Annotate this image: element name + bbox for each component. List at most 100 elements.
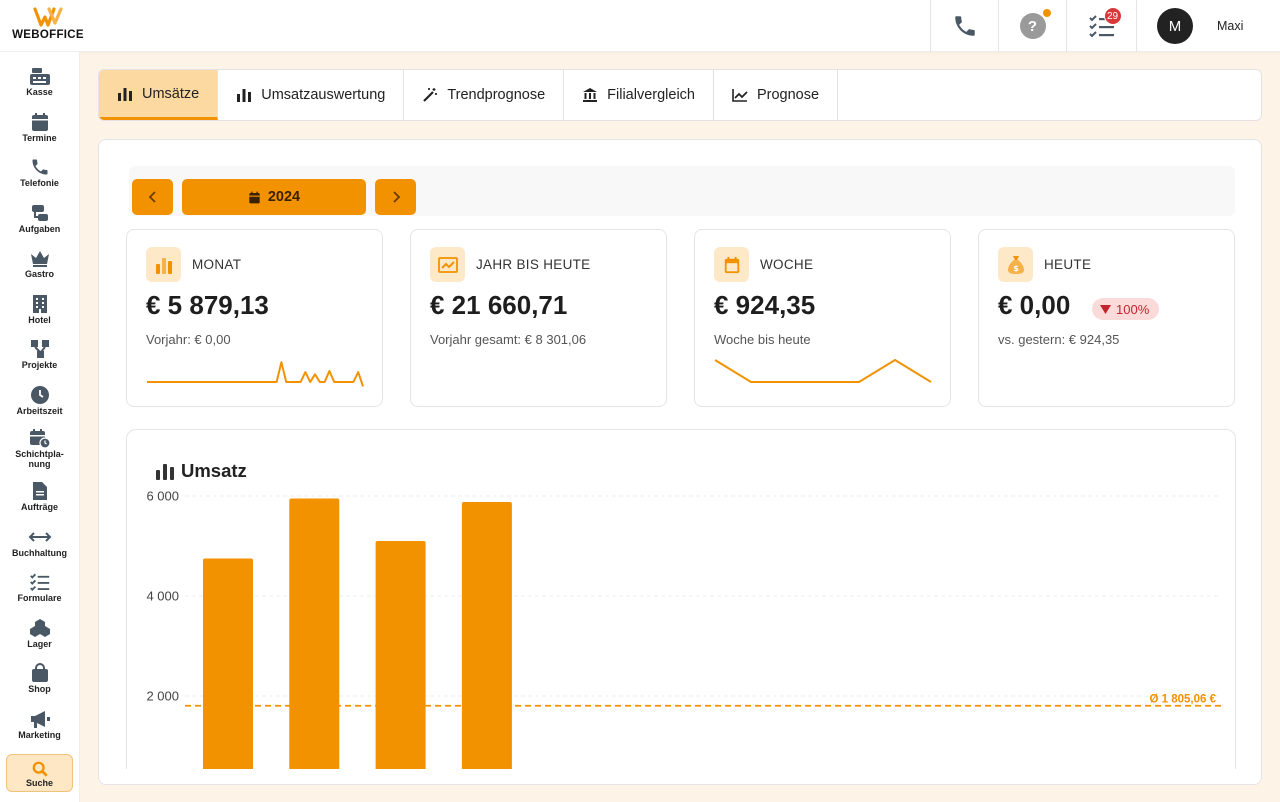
sidebar-item-formulare[interactable]: Formulare (6, 572, 73, 603)
sidebar: Kasse Termine Telefonie Aufgaben Gastro … (0, 52, 80, 802)
previous-year-button[interactable] (132, 179, 173, 215)
change-badge: 100% (1092, 298, 1160, 320)
document-icon (32, 482, 47, 500)
bar-chart-icon (237, 89, 252, 102)
card-value: € 924,35 (714, 290, 816, 320)
tab-trendprognose[interactable]: Trendprognose (404, 70, 565, 120)
chevron-right-icon (392, 191, 400, 203)
crown-icon (30, 251, 49, 267)
sidebar-item-telefonie[interactable]: Telefonie (6, 157, 73, 188)
building-icon (32, 295, 47, 313)
notification-dot (1042, 9, 1051, 17)
bar[interactable] (375, 541, 426, 769)
average-label: Ø 1 805,06 € (1150, 694, 1217, 706)
sidebar-item-shop[interactable]: Shop (6, 663, 73, 694)
logo-mark-icon (33, 7, 63, 27)
y-tick-label: 4 000 (146, 589, 179, 604)
tasks-button[interactable]: 29 (1066, 0, 1136, 52)
tab-filialvergleich[interactable]: Filialvergleich (564, 70, 714, 120)
month-sparkline (147, 361, 364, 387)
user-name: Maxi (1217, 19, 1244, 33)
card-jahr-bis-heute: JAHR BIS HEUTE € 21 660,71 Vorjahr gesam… (410, 229, 667, 407)
help-icon: ? (1019, 9, 1051, 39)
tab-prognose[interactable]: Prognose (714, 70, 839, 120)
sidebar-item-marketing[interactable]: Marketing (6, 709, 73, 740)
register-icon (29, 68, 50, 85)
bar[interactable] (289, 498, 340, 770)
revenue-chart-card: 2 000 4 000 6 000 Ø 1 805,06 € Umsatz (126, 429, 1236, 769)
sidebar-item-hotel[interactable]: Hotel (6, 294, 73, 325)
app-logo[interactable]: WEBOFFICE (8, 6, 88, 46)
card-title: JAHR BIS HEUTE (476, 257, 591, 272)
sidebar-item-lager[interactable]: Lager (6, 618, 73, 649)
sidebar-item-projekte[interactable]: Projekte (6, 339, 73, 370)
brand-name: WEBOFFICE (12, 29, 84, 41)
sparkline-path (147, 361, 364, 387)
chevron-left-icon (148, 191, 156, 203)
revenue-bar-chart: 2 000 4 000 6 000 Ø 1 805,06 € (146, 489, 1221, 770)
y-tick-label: 2 000 (146, 689, 179, 704)
sidebar-item-kasse[interactable]: Kasse (6, 66, 73, 97)
trend-chart-icon (732, 89, 748, 102)
checklist-icon (29, 573, 49, 591)
money-bag-icon: $ (998, 247, 1033, 282)
card-subtitle: vs. gestern: € 924,35 (998, 332, 1120, 347)
selected-year: 2024 (267, 189, 301, 205)
bank-icon (583, 88, 598, 102)
search-icon (32, 761, 48, 777)
boxes-icon (29, 619, 50, 637)
card-title: HEUTE (1044, 257, 1092, 272)
avatar: M (1157, 8, 1193, 44)
sidebar-item-termine[interactable]: Termine (6, 112, 73, 143)
year-picker-button[interactable]: 2024 (182, 179, 366, 215)
sidebar-item-aufgaben[interactable]: Aufgaben (6, 203, 73, 234)
card-value: € 5 879,13 (146, 290, 269, 320)
card-woche: WOCHE € 924,35 Woche bis heute (694, 229, 951, 407)
calendar-icon (714, 247, 749, 282)
card-heute: $ HEUTE € 0,00 100% vs. gestern: € 924,3… (978, 229, 1235, 407)
sidebar-item-buchhaltung[interactable]: Buchhaltung (6, 527, 73, 558)
phone-button[interactable] (930, 0, 998, 52)
next-year-button[interactable] (375, 179, 416, 215)
help-button[interactable]: ? (998, 0, 1066, 52)
bar[interactable] (203, 558, 253, 770)
bar[interactable] (461, 502, 512, 769)
card-subtitle: Vorjahr: € 0,00 (146, 332, 231, 347)
card-value: € 0,00 (998, 290, 1071, 320)
magic-wand-icon (423, 88, 438, 102)
svg-text:$: $ (1013, 264, 1019, 273)
sidebar-item-auftraege[interactable]: Aufträge (6, 481, 73, 512)
bag-icon (31, 663, 48, 682)
sidebar-item-arbeitszeit[interactable]: Arbeitszeit (6, 385, 73, 416)
card-monat: MONAT € 5 879,13 Vorjahr: € 0,00 (126, 229, 383, 407)
sidebar-item-gastro[interactable]: Gastro (6, 248, 73, 279)
tab-umsatzauswertung[interactable]: Umsatzauswertung (218, 70, 405, 120)
card-subtitle: Woche bis heute (714, 332, 811, 347)
phone-icon (32, 159, 47, 175)
megaphone-icon (30, 711, 50, 728)
calendar-icon (249, 191, 260, 203)
arrow-down-icon (1100, 304, 1111, 314)
user-menu[interactable]: M Maxi (1136, 0, 1280, 52)
trend-chart-icon (430, 247, 465, 282)
main-panel: 2024 MONAT € 5 879,13 Vorjahr: € 0,00 JA… (98, 139, 1262, 785)
sidebar-item-schichtplanung[interactable]: Schichtpla- nung (6, 428, 73, 469)
tab-bar: Umsätze Umsatzauswertung Trendprognose F… (98, 69, 1262, 121)
project-icon (30, 340, 49, 358)
card-subtitle: Vorjahr gesamt: € 8 301,06 (430, 332, 587, 347)
bar-chart-icon (146, 247, 181, 282)
shift-calendar-icon (29, 429, 51, 448)
bar-chart-icon (118, 87, 132, 101)
sparkline-path (714, 359, 932, 383)
calendar-icon (31, 113, 48, 131)
week-sparkline (714, 359, 932, 383)
arrows-icon (28, 532, 51, 542)
task-count-badge: 29 (1103, 7, 1122, 25)
tasks-icon (31, 205, 48, 221)
tab-umsaetze[interactable]: Umsätze (99, 70, 219, 120)
card-title: WOCHE (760, 257, 814, 272)
card-title: MONAT (192, 257, 242, 272)
clock-icon (30, 386, 49, 404)
sidebar-item-suche[interactable]: Suche (6, 754, 73, 792)
card-value: € 21 660,71 (430, 290, 568, 320)
